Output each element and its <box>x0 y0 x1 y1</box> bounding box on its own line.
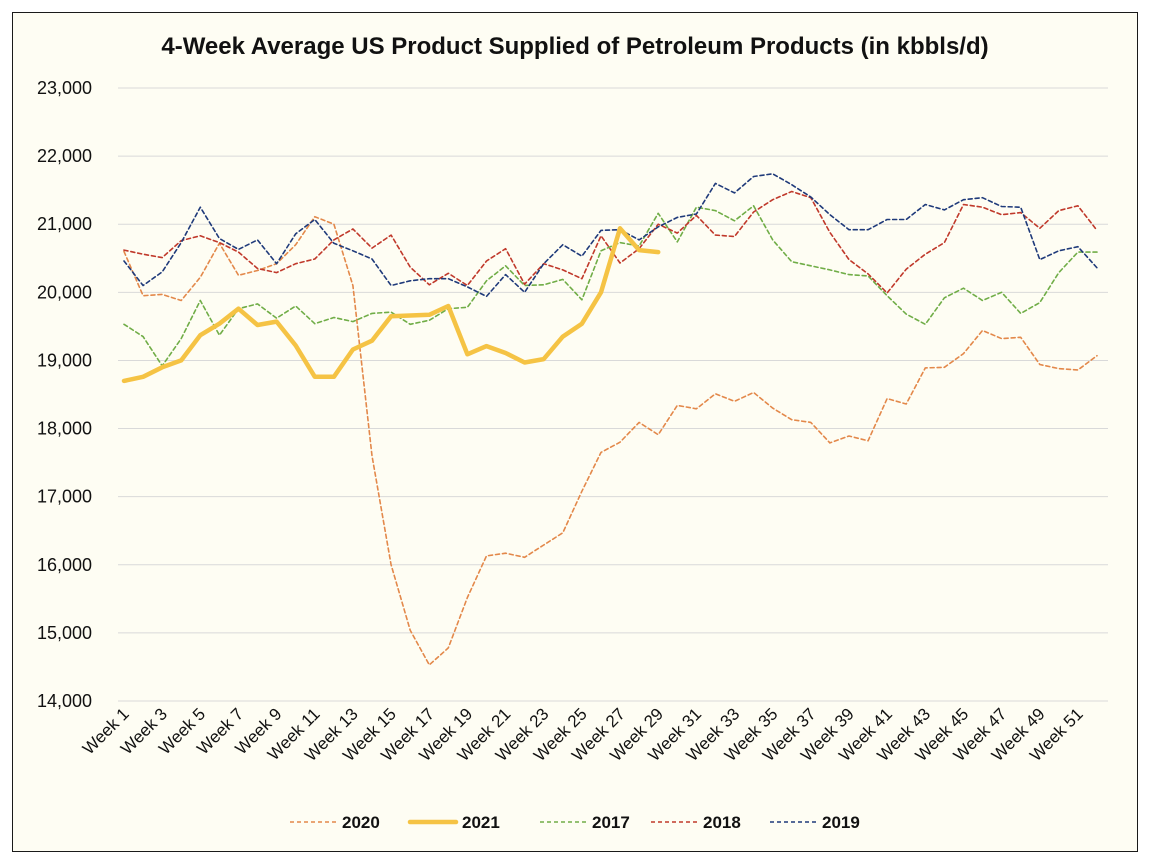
series-line-2017 <box>123 205 1098 367</box>
legend-label-2017: 2017 <box>592 813 630 832</box>
series-line-2021 <box>121 226 661 384</box>
y-tick-label: 23,000 <box>37 78 92 98</box>
y-tick-label: 20,000 <box>37 282 92 302</box>
y-tick-label: 17,000 <box>37 487 92 507</box>
legend: 2020 2021 2017 2018 2019 <box>290 813 860 832</box>
legend-label-2021: 2021 <box>462 813 500 832</box>
chart-title: 4-Week Average US Product Supplied of Pe… <box>161 33 988 60</box>
y-tick-label: 18,000 <box>37 419 92 439</box>
y-tick-label: 21,000 <box>37 214 92 234</box>
legend-label-2018: 2018 <box>703 813 741 832</box>
legend-label-2019: 2019 <box>822 813 860 832</box>
legend-label-2020: 2020 <box>342 813 380 832</box>
chart-frame <box>12 12 1138 852</box>
series-line-2020 <box>123 215 1098 666</box>
series-line-2019 <box>123 173 1098 298</box>
series-line-2018 <box>123 190 1098 294</box>
y-tick-label: 15,000 <box>37 623 92 643</box>
series-lines <box>121 173 1098 666</box>
y-tick-label: 22,000 <box>37 146 92 166</box>
y-tick-label: 16,000 <box>37 555 92 575</box>
gridlines <box>118 87 1108 702</box>
y-axis-ticks: 14,000 15,000 16,000 17,000 18,000 19,000 20,0… <box>37 78 92 711</box>
y-tick-label: 19,000 <box>37 350 92 370</box>
y-tick-label: 14,000 <box>37 691 92 711</box>
